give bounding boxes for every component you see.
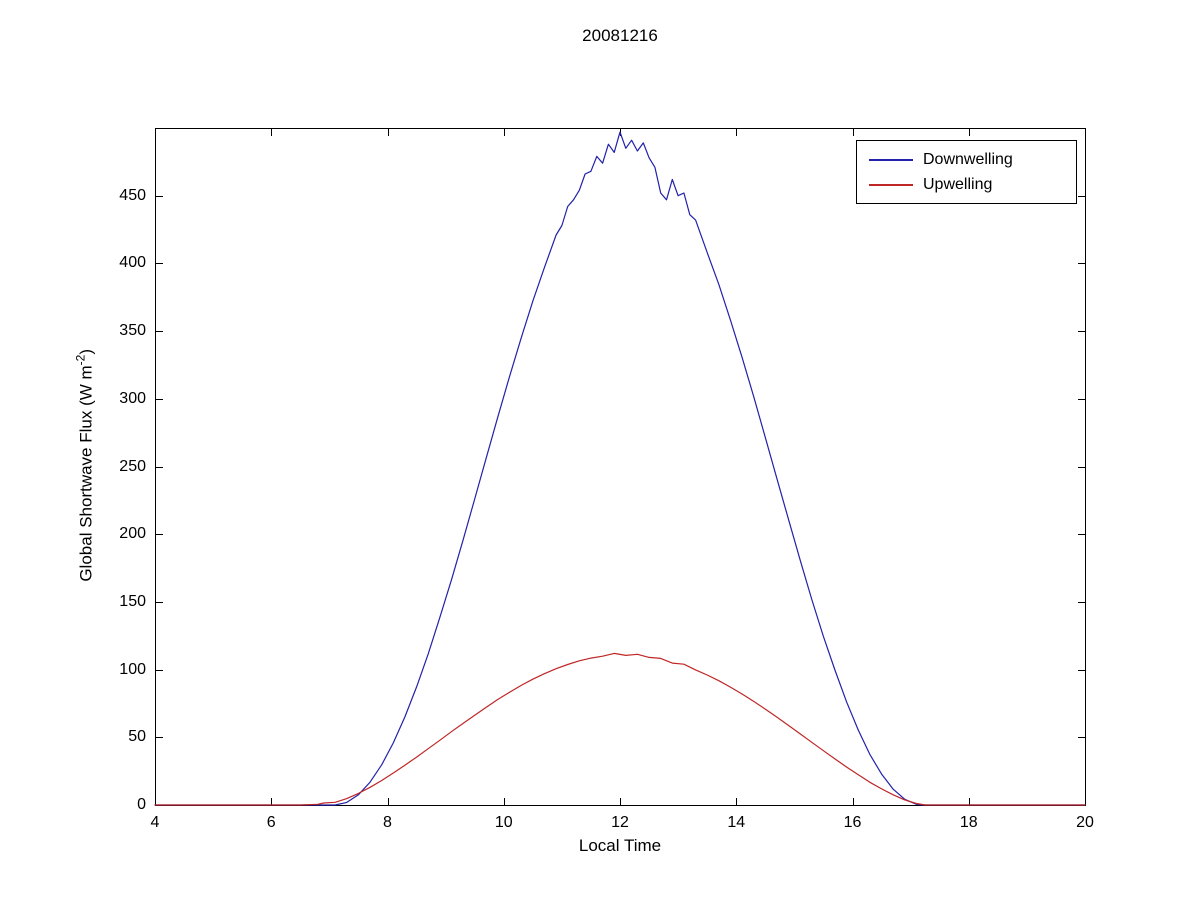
y-tick-label: 300 bbox=[119, 389, 146, 407]
legend-label-downwelling: Downwelling bbox=[923, 150, 1013, 168]
x-tick-label: 16 bbox=[843, 814, 862, 831]
y-tick-label: 150 bbox=[119, 592, 146, 610]
y-axis-label-superscript: -2 bbox=[73, 354, 88, 366]
y-tick-label: 100 bbox=[119, 660, 146, 678]
axes-box bbox=[155, 128, 1086, 806]
x-axis-label: Local Time bbox=[578, 836, 662, 855]
x-tick-label: 8 bbox=[383, 814, 392, 831]
upwelling-line-sample bbox=[869, 183, 913, 186]
x-tick-label: 10 bbox=[494, 814, 513, 831]
y-tick-label: 200 bbox=[119, 525, 146, 543]
chart-title: 20081216 bbox=[582, 26, 658, 45]
legend-label-upwelling: Upwelling bbox=[923, 175, 993, 193]
downwelling-line-sample bbox=[869, 158, 913, 161]
x-tick-label: 6 bbox=[266, 814, 276, 831]
y-tick-label: 400 bbox=[119, 254, 146, 272]
upwelling-line bbox=[154, 652, 1086, 806]
y-tick-label: 250 bbox=[119, 457, 146, 475]
x-tick-label: 18 bbox=[959, 814, 978, 831]
y-axis-label-suffix: ) bbox=[76, 348, 96, 355]
y-tick-label: 450 bbox=[119, 186, 146, 204]
legend-entry-upwelling: Upwelling bbox=[857, 172, 1076, 197]
y-tick-label: 50 bbox=[128, 728, 146, 746]
downwelling-line bbox=[154, 131, 1086, 806]
x-tick-label: 4 bbox=[150, 814, 160, 831]
y-tick-label: 0 bbox=[137, 796, 146, 813]
legend-entry-downwelling: Downwelling bbox=[857, 147, 1076, 172]
legend: Downwelling Upwelling bbox=[856, 140, 1077, 204]
x-tick-label: 20 bbox=[1076, 814, 1094, 831]
x-tick-label: 12 bbox=[611, 814, 629, 831]
x-tick-label: 14 bbox=[727, 814, 746, 831]
y-tick-label: 350 bbox=[119, 322, 146, 340]
